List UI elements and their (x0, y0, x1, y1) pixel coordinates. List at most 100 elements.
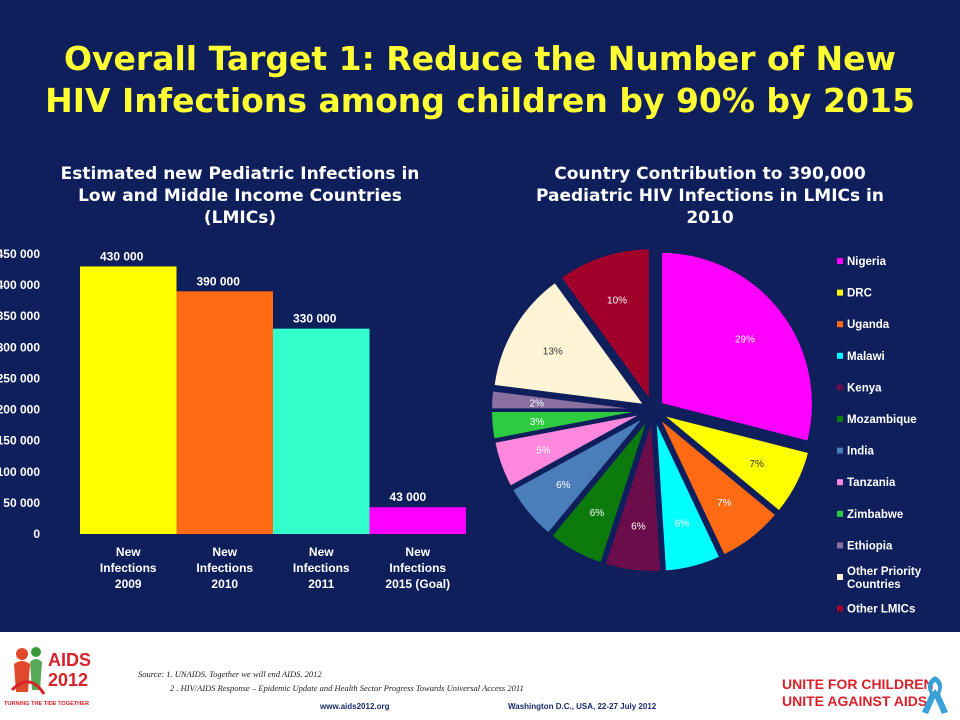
x-category-label: New (309, 545, 334, 559)
pie-slice (510, 415, 647, 535)
x-category-label: Infections (100, 561, 157, 575)
legend-label: Uganda (847, 319, 890, 331)
pie-legend: Nigeria DRC Uganda Malawi Kenya Mozambique Ind… (837, 256, 922, 616)
bar-chart-title-line: Low and Middle Income Countries (78, 186, 402, 206)
bar-chart-title-line: Estimated new Pediatric Infections in (60, 164, 420, 184)
charts-canvas: 0 50 000 100 000 150 000 200 000 250 000 300 0… (0, 247, 922, 616)
pie-pct-label: 13% (543, 347, 563, 358)
legend-swatch (837, 384, 843, 391)
y-tick-label: 50 000 (3, 496, 40, 510)
x-category-label: Infections (389, 561, 446, 575)
pie-chart: 29% 7% 7% 6% 6% 6% 6% 5% 3% 2% 13% 10% (490, 247, 814, 573)
x-category-label: 2010 (211, 577, 238, 591)
legend-swatch (837, 289, 843, 296)
pie-pct-label: 10% (607, 295, 627, 306)
bar-chart: 0 50 000 100 000 150 000 200 000 250 000 300 0… (0, 247, 466, 591)
aids-logo-word: AIDS (48, 650, 91, 670)
bar-chart-title-line: (LMICs) (203, 208, 277, 228)
legend-swatch (837, 574, 843, 580)
footer-bar (0, 632, 960, 720)
x-category-label: 2011 (308, 577, 334, 591)
y-tick-label: 250 000 (0, 371, 40, 385)
x-category-label: Infections (293, 561, 350, 575)
source-line-1: Source: 1. UNAIDS. Together we will end … (138, 669, 322, 679)
bar (273, 328, 370, 534)
legend-swatch (837, 447, 843, 454)
pie-chart-title-line: 2010 (686, 208, 734, 228)
y-tick-label: 300 000 (0, 340, 40, 354)
legend-swatch (837, 479, 843, 486)
aids-logo-year: 2012 (48, 670, 88, 690)
x-category-label: 2015 (Goal) (385, 577, 450, 591)
legend-swatch (837, 542, 843, 549)
legend-label: Ethiopia (847, 540, 893, 552)
pie-chart-title-line: Paediatric HIV Infections in LMICs in (535, 186, 884, 206)
pie-chart-title: Country Contribution to 390,000 Paediatr… (500, 163, 920, 229)
x-category-label: New (116, 545, 141, 559)
pie-chart-title-line: Country Contribution to 390,000 (554, 164, 866, 184)
bar-data-label: 330 000 (293, 312, 337, 326)
pie-pct-label: 7% (717, 498, 732, 509)
legend-swatch (837, 321, 843, 328)
legend-swatch (837, 352, 843, 359)
awareness-ribbon-icon (922, 676, 948, 714)
y-tick-label: 350 000 (0, 309, 40, 323)
pie-pct-label: 3% (530, 417, 545, 428)
legend-swatch (837, 258, 843, 264)
bar-chart-title: Estimated new Pediatric Infections in Lo… (30, 163, 450, 229)
pie-slice (493, 412, 645, 488)
pie-pct-label: 2% (530, 399, 545, 410)
legend-label: Mozambique (847, 414, 917, 426)
legend-swatch (837, 416, 843, 422)
pie-slice (559, 247, 651, 404)
pie-slice (659, 250, 814, 443)
x-category-label: 2009 (115, 577, 142, 591)
bar (369, 507, 466, 534)
legend-swatch (837, 605, 843, 612)
y-tick-label: 150 000 (0, 434, 40, 448)
aids-logo-tagline: TURNING THE TIDE TOGETHER (4, 701, 89, 707)
pie-slice (603, 419, 663, 573)
bar-data-label: 43 000 (390, 490, 427, 504)
y-tick-label: 0 (33, 527, 40, 541)
legend-label: DRC (847, 288, 872, 300)
x-category-label: New (212, 545, 237, 559)
pie-pct-label: 6% (675, 519, 690, 530)
figures-icon (10, 647, 46, 695)
slide-title-line1: Overall Target 1: Reduce the Number of N… (63, 39, 897, 78)
pie-slice (490, 409, 644, 441)
slide-title-line2: HIV Infections among children by 90% by … (45, 81, 915, 120)
pie-slice (654, 419, 722, 573)
legend-label: Kenya (847, 382, 882, 394)
unite-for-children-logo: UNITE FOR CHILDREN UNITE AGAINST AIDS (782, 676, 934, 710)
legend-swatch (837, 510, 843, 517)
legend-label: India (847, 446, 874, 458)
unite-logo-line1: UNITE FOR CHILDREN (782, 676, 934, 692)
slide-title: Overall Target 1: Reduce the Number of N… (20, 38, 940, 122)
y-tick-label: 200 000 (0, 403, 40, 417)
pie-pct-label: 6% (590, 508, 605, 519)
footer-url: www.aids2012.org (320, 702, 390, 711)
bar-data-label: 390 000 (197, 274, 241, 288)
pie-slice (492, 280, 647, 407)
pie-slice (658, 417, 778, 557)
legend-label: Other Priority (847, 566, 922, 578)
y-tick-label: 100 000 (0, 465, 40, 479)
unite-logo-line2: UNITE AGAINST AIDS (782, 693, 928, 709)
pie-pct-label: 6% (556, 480, 571, 491)
bar (80, 266, 177, 534)
bar (176, 291, 273, 534)
aids-2012-logo: AIDS 2012 TURNING THE TIDE TOGETHER (0, 632, 114, 720)
footer-location: Washington D.C., USA, 22-27 July 2012 (508, 702, 657, 711)
legend-label: Countries (847, 579, 901, 591)
pie-pct-label: 7% (749, 459, 764, 470)
legend-label: Tanzania (847, 477, 896, 489)
legend-label: Nigeria (847, 256, 887, 268)
y-tick-label: 450 000 (0, 247, 40, 261)
pie-pct-label: 5% (536, 445, 551, 456)
legend-label: Other LMICs (847, 604, 915, 616)
pie-slice (490, 389, 644, 411)
pie-pct-label: 6% (631, 521, 646, 532)
source-line-2: 2 . HIV/AIDS Response – Epidemic Update … (170, 683, 524, 693)
x-category-label: New (405, 545, 430, 559)
